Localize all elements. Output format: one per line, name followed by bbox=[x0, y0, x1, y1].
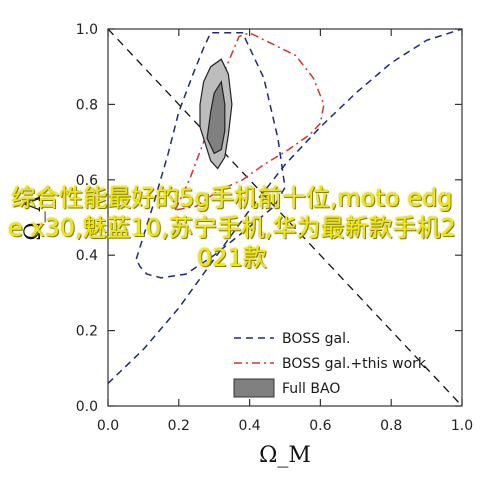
y-axis-label: Ω_Λ bbox=[21, 194, 46, 240]
x-tick-label-2: 0.4 bbox=[238, 418, 260, 434]
series-layer bbox=[107, 28, 463, 384]
legend-label-boss-this-work: BOSS gal.+this work bbox=[282, 356, 427, 372]
legend: BOSS gal. BOSS gal.+this work Full BAO bbox=[233, 331, 427, 398]
y-tick-label-1: 0.2 bbox=[76, 324, 98, 340]
legend-label-boss: BOSS gal. bbox=[282, 331, 350, 347]
series-0-contour-1 bbox=[135, 32, 286, 279]
y-tick-label-0: 0.0 bbox=[76, 399, 98, 415]
y-tick-label-4: 0.8 bbox=[76, 97, 98, 113]
x-tick-label-5: 1.0 bbox=[451, 418, 473, 434]
y-tick-label-2: 0.4 bbox=[76, 248, 98, 264]
axis-ticks: 0.0 0.2 0.4 0.6 0.8 1.0 0.0 0.2 0.4 0.6 0.8 1.0 bbox=[76, 22, 473, 434]
legend-label-full-bao: Full BAO bbox=[282, 381, 340, 397]
flat-universe-line bbox=[107, 28, 463, 407]
x-axis-label: Ω_M bbox=[259, 443, 311, 468]
y-tick-label-5: 1.0 bbox=[76, 22, 98, 38]
y-tick-label-3: 0.6 bbox=[76, 173, 98, 189]
x-tick-label-4: 0.8 bbox=[380, 418, 402, 434]
x-tick-label-3: 0.6 bbox=[309, 418, 331, 434]
series-2-contour-1 bbox=[206, 80, 226, 155]
legend-swatch-full-bao bbox=[233, 378, 275, 398]
x-tick-label-1: 0.2 bbox=[168, 418, 190, 434]
series-0-contour-0 bbox=[107, 28, 463, 384]
x-tick-label-0: 0.0 bbox=[97, 418, 119, 434]
